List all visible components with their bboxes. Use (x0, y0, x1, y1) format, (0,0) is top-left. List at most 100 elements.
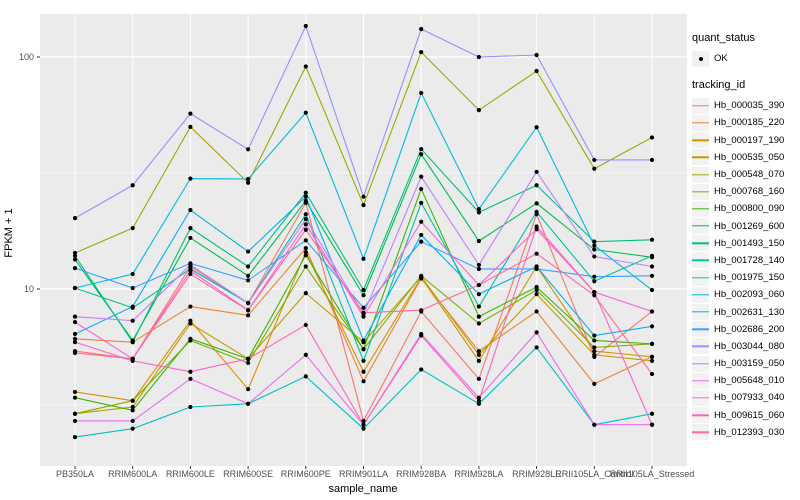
line-swatch-icon (692, 225, 709, 227)
legend-item-Hb_001493_150: Hb_001493_150 (692, 235, 798, 252)
legend-item-label: Hb_001728_140 (714, 254, 785, 266)
data-point (72, 336, 78, 341)
data-point (246, 300, 251, 306)
data-point (592, 348, 597, 354)
data-point (592, 243, 597, 248)
line-swatch-icon (692, 105, 709, 107)
data-point (476, 210, 481, 215)
data-point (476, 54, 481, 60)
legend-item-Hb_000535_050: Hb_000535_050 (692, 149, 798, 166)
legend-key (692, 183, 709, 200)
data-point (130, 408, 135, 413)
legend-item-label: Hb_005648_010 (714, 375, 785, 387)
data-point (476, 352, 481, 357)
legend-item-Hb_012393_030: Hb_012393_030 (692, 424, 798, 441)
legend-key (692, 424, 709, 441)
legend-item-Hb_000768_160: Hb_000768_160 (692, 183, 798, 200)
data-point (419, 49, 424, 55)
data-point (246, 264, 251, 269)
data-point (188, 271, 193, 277)
data-point (476, 348, 481, 354)
data-point (534, 183, 539, 188)
data-point (649, 264, 655, 269)
data-point (130, 404, 135, 410)
data-point (130, 398, 135, 403)
data-point (72, 216, 78, 221)
line-swatch-icon (692, 328, 709, 330)
line-swatch-icon (692, 242, 709, 244)
data-point (419, 146, 424, 152)
legend-item-Hb_003159_050: Hb_003159_050 (692, 355, 798, 372)
data-point (649, 287, 655, 293)
y-tick-label: 10 (23, 284, 34, 294)
legend-item-Hb_001728_140: Hb_001728_140 (692, 252, 798, 269)
data-point (476, 376, 481, 381)
data-point (419, 273, 424, 278)
data-point (592, 422, 597, 427)
data-point (592, 333, 597, 338)
data-point (72, 340, 78, 345)
data-point (303, 212, 308, 217)
data-point (361, 202, 366, 208)
line-swatch-icon (692, 311, 709, 313)
data-point (188, 369, 193, 374)
line-swatch-icon (692, 397, 709, 399)
data-point (649, 324, 655, 329)
data-point (419, 239, 424, 244)
data-point (361, 358, 366, 363)
line-swatch-icon (692, 276, 709, 279)
data-point (72, 350, 78, 356)
legend-item-label: Hb_003044_080 (714, 340, 785, 352)
data-point (361, 426, 366, 431)
data-point (188, 336, 193, 341)
x-tick-label: RRIM928LA (454, 469, 504, 479)
data-point (72, 314, 78, 319)
data-point (476, 207, 481, 212)
data-point (72, 434, 78, 440)
legend-item-label: Hb_000197_190 (714, 134, 785, 146)
data-point (188, 124, 193, 129)
data-point (592, 274, 597, 279)
data-point (476, 108, 481, 113)
data-point (303, 194, 308, 199)
data-point (130, 318, 135, 323)
data-point (188, 376, 193, 381)
x-tick-label: RRIM928BA (396, 469, 447, 479)
data-point (246, 278, 251, 283)
legend-item-label: Hb_009615_060 (714, 409, 785, 421)
data-point (361, 347, 366, 352)
data-point (419, 367, 424, 372)
data-point (592, 381, 597, 386)
data-point (592, 352, 597, 357)
legend-key (692, 407, 709, 424)
data-point (303, 217, 308, 222)
data-point (419, 152, 424, 157)
data-point (72, 285, 78, 291)
line-swatch-icon (692, 139, 709, 141)
data-point (303, 227, 308, 232)
data-point (303, 23, 308, 29)
data-point (649, 371, 655, 377)
legend-item-label: Hb_002093_060 (714, 289, 785, 301)
line-swatch-icon (692, 414, 709, 416)
data-point (534, 284, 539, 290)
data-point (361, 418, 366, 424)
data-point (72, 253, 78, 258)
x-tick-label: RRIM600SE (223, 469, 274, 479)
legend-tracking-id-items: Hb_000035_390 Hb_000185_220 Hb_000197_190 H… (692, 97, 798, 441)
data-point (303, 322, 308, 328)
data-point (72, 389, 78, 395)
legend-item-label: Hb_012393_030 (714, 426, 785, 438)
data-point (361, 194, 366, 199)
data-point (303, 238, 308, 243)
data-point (246, 176, 251, 182)
data-point (649, 422, 655, 427)
x-tick-label: RRIM928LE (512, 469, 562, 479)
data-point (476, 292, 481, 297)
data-point (246, 313, 251, 318)
data-point (188, 404, 193, 410)
legend-item-Hb_009615_060: Hb_009615_060 (692, 407, 798, 424)
data-point (534, 169, 539, 174)
legend-key (692, 286, 709, 303)
